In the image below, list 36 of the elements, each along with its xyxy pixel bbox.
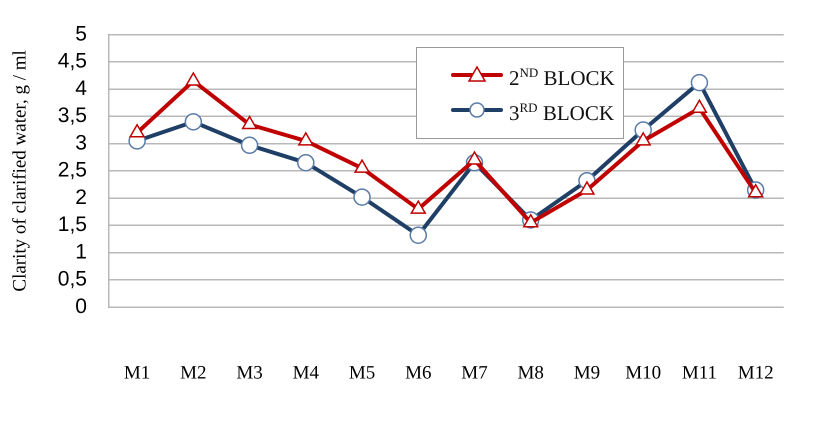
y-tick-label: 4 [75,76,88,100]
point [242,116,258,130]
point [579,181,595,195]
y-tick-label: 2 [75,186,87,209]
y-tick-label: 3 [75,131,87,154]
x-tick-label: M9 [574,362,600,384]
point [129,124,145,138]
x-tick-label: M2 [180,362,207,384]
x-tick-label: M1 [124,362,150,384]
y-tick-label: 1,5 [58,213,87,236]
x-tick-label: M8 [518,362,544,384]
y-tick-label: 0 [75,294,87,318]
y-tick-label: 0,5 [58,268,87,291]
x-tick-label: M6 [405,362,432,384]
y-tick-label: 4,5 [58,50,87,73]
point [410,200,426,214]
x-tick-label: M3 [236,362,263,384]
x-tick-label: M4 [292,362,320,384]
x-tick-label: M12 [738,362,774,384]
legend-label: 2$^{ND}$ BLOCK [509,64,615,92]
y-axis-title: Clarity of clarified water, g / ml [9,50,30,292]
y-tick-label: 5 [75,22,87,46]
point [354,159,370,173]
y-tick-label: 1 [75,240,87,264]
point [298,132,314,146]
point [636,132,651,146]
x-tick-label: M5 [348,362,376,384]
legend-label: 3$^{RD}$ BLOCK [509,98,614,127]
x-tick-label: M10 [625,362,662,384]
point [186,72,202,86]
point [466,151,482,165]
point [692,99,708,113]
y-tick-label: 2,5 [58,158,87,182]
x-tick-label: M7 [461,362,488,384]
y-tick-label: 3,5 [58,104,87,128]
x-tick-label: M11 [682,362,718,384]
